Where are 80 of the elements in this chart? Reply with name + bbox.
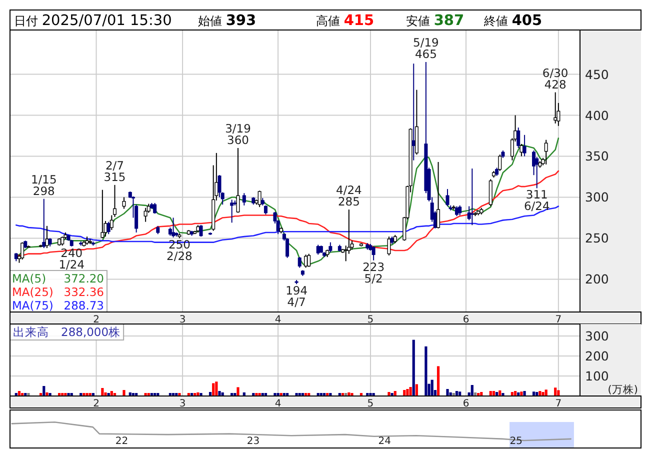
bar — [101, 388, 104, 396]
y-tick-label: 250 — [585, 230, 609, 246]
text: 始値 393 — [198, 13, 256, 29]
chart-title: 出来高 288,000株 — [13, 325, 121, 339]
x-tick-label: 4 — [274, 314, 282, 326]
bar — [46, 392, 48, 396]
annotation: 4/24 285 — [336, 183, 362, 209]
bar — [557, 390, 560, 396]
bar — [554, 388, 557, 396]
bar — [406, 389, 409, 396]
bar — [388, 392, 390, 396]
bar — [415, 384, 418, 396]
x-tick-label: 2 — [93, 398, 100, 410]
x-tick-label: 2 — [93, 314, 100, 326]
bar — [502, 393, 504, 396]
bar — [255, 393, 258, 396]
x-tick-label: 7 — [555, 314, 562, 326]
y-tick-label: 200 — [585, 272, 609, 287]
bar — [215, 382, 218, 396]
bar — [27, 393, 30, 396]
bar — [212, 383, 215, 396]
bar — [430, 380, 434, 396]
x-tick-label: 5 — [367, 314, 374, 326]
bar — [236, 387, 240, 396]
x-tick-label: 25 — [510, 436, 522, 447]
annotation: 194 4/7 — [286, 284, 308, 310]
bar — [424, 346, 428, 396]
x-tick-label: 22 — [115, 436, 128, 447]
bar — [470, 385, 474, 396]
x-tick-label: 23 — [246, 436, 260, 447]
x-tick-label: 7 — [555, 398, 562, 410]
bar — [542, 392, 544, 396]
annotation: 311 6/24 — [524, 188, 550, 214]
bar — [218, 391, 221, 396]
y-tick-label: 400 — [585, 108, 609, 123]
x-tick-label: 3 — [179, 314, 186, 326]
text: 高値 415 — [316, 13, 374, 29]
bar — [86, 393, 88, 396]
y-tick-label: 300 — [585, 328, 609, 344]
annotation: 3/19 360 — [225, 122, 251, 148]
bar — [436, 366, 440, 396]
bar — [200, 393, 202, 396]
y-axis-title: (万株) — [608, 383, 638, 396]
bar — [64, 393, 67, 396]
bar — [67, 393, 70, 396]
bar — [274, 393, 276, 396]
bar — [520, 392, 523, 396]
bar — [350, 393, 354, 396]
annotation: 2/7 315 — [104, 158, 126, 184]
bar — [412, 340, 415, 396]
x-tick-label: 4 — [274, 398, 282, 410]
y-tick-label: 300 — [585, 190, 609, 205]
bar — [409, 387, 412, 396]
annotation: 6/30 428 — [542, 66, 568, 92]
y-tick-label: 350 — [585, 148, 609, 164]
annotation: 240 1/24 — [58, 246, 85, 272]
bar — [523, 391, 526, 396]
bar — [295, 393, 298, 396]
y-tick-label: 200 — [585, 348, 609, 364]
bar — [544, 390, 548, 396]
text: 安値 387 — [406, 13, 464, 29]
x-tick-label: 6 — [462, 398, 470, 410]
x-tick-label: 5 — [367, 398, 374, 410]
bar — [446, 389, 449, 396]
x-tick-label: 24 — [378, 436, 392, 447]
y-tick-label: 450 — [585, 66, 609, 82]
bar — [104, 392, 107, 396]
legend: MA(5) 372.20 MA(25) 332.36 MA(75) 288.73 — [10, 270, 108, 312]
annotation: 223 5/2 — [362, 260, 385, 286]
bar — [178, 393, 181, 396]
annotation: 5/19 465 — [413, 35, 439, 61]
bar — [42, 386, 46, 396]
bar — [369, 393, 372, 396]
annotation: 1/15 298 — [30, 172, 57, 198]
bar — [122, 390, 126, 396]
y-tick-label: 100 — [585, 368, 609, 384]
text: 終値 405 — [483, 13, 542, 29]
x-tick-label: 6 — [462, 314, 470, 326]
x-tick-label: 3 — [179, 398, 186, 410]
text: 日付 2025/07/01 15:30 — [14, 13, 172, 29]
